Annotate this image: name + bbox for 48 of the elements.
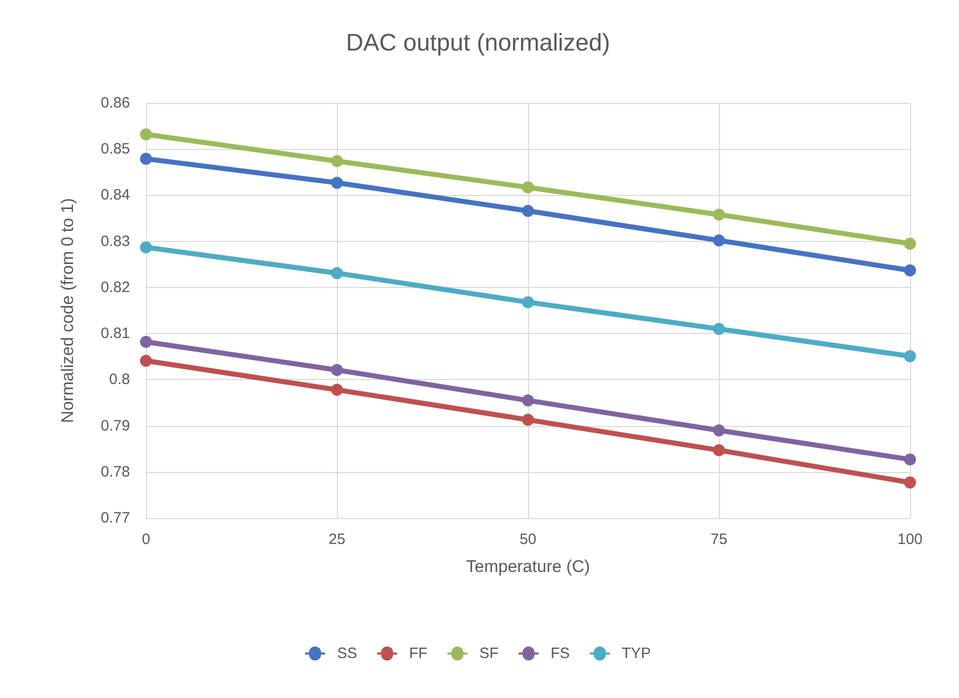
point (140, 241, 152, 254)
point (904, 453, 916, 466)
legend-label: SF (479, 645, 499, 662)
legend-label: FF (409, 645, 428, 662)
point (331, 267, 343, 280)
point (331, 364, 343, 376)
legend-label: SS (337, 645, 358, 662)
point (140, 152, 152, 165)
legend-label: TYP (622, 645, 651, 662)
y-tick-label: 0.78 (100, 463, 130, 480)
chart-title: DAC output (normalized) (346, 30, 610, 56)
point (713, 234, 725, 246)
x-tick-label: 100 (897, 531, 923, 548)
y-tick-label: 0.81 (100, 325, 130, 342)
point (522, 296, 534, 308)
y-tick-label: 0.84 (100, 186, 130, 204)
point (713, 322, 725, 335)
x-tick-label: 25 (328, 531, 346, 548)
x-tick-label: 50 (520, 531, 536, 548)
point (713, 208, 725, 221)
point (140, 336, 152, 348)
y-tick-label: 0.82 (100, 278, 130, 296)
y-tick-label: 0.8 (109, 371, 130, 388)
point (522, 414, 534, 426)
y-tick-label: 0.83 (100, 232, 130, 250)
point (140, 354, 152, 367)
point (522, 204, 534, 217)
y-tick-label: 0.86 (100, 94, 130, 112)
y-tick-label: 0.85 (100, 140, 130, 158)
x-tick-label: 0 (142, 531, 150, 548)
point (331, 176, 343, 189)
y-tick-label: 0.77 (100, 510, 130, 526)
point (713, 444, 725, 456)
x-axis-title: Temperature (C) (466, 557, 590, 576)
point (904, 264, 916, 276)
y-axis-title: Normalized code (from 0 to 1) (58, 198, 77, 423)
point (713, 424, 725, 436)
point (904, 350, 916, 362)
point (904, 476, 916, 488)
point (140, 128, 152, 140)
point (331, 384, 343, 396)
y-tick-label: 0.79 (100, 417, 130, 434)
point (904, 238, 916, 250)
point (331, 155, 343, 168)
x-tick-label: 75 (710, 531, 728, 548)
legend-label: FS (550, 645, 570, 662)
point (522, 181, 534, 194)
point (522, 394, 534, 406)
